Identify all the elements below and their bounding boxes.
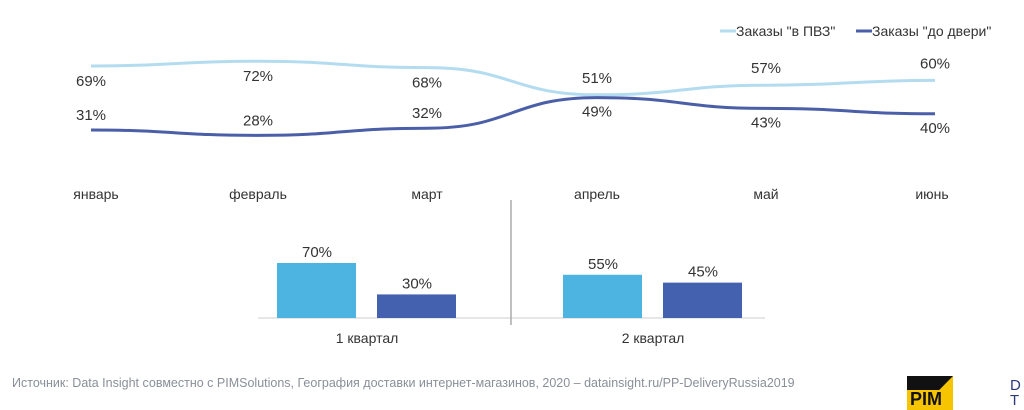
bar-value-label: 30% [402,275,432,292]
bar-category-label: 1 квартал [336,330,399,346]
bar [563,274,642,318]
data-label: 32% [412,105,442,122]
legend-label: Заказы "в ПВЗ" [736,23,835,39]
series-line [90,96,936,137]
source-note: Источник: Data Insight совместно с PIMSo… [12,376,795,390]
bar-value-label: 45% [688,264,718,281]
data-label: 57% [751,60,781,77]
series-line [90,59,936,97]
data-label: 31% [76,107,106,124]
bar-value-label: 70% [302,244,332,261]
pim-logo: PIM [907,376,953,410]
x-tick-label: февраль [229,186,287,202]
x-tick-label: апрель [574,186,620,202]
x-tick-label: май [753,186,778,202]
bar-value-label: 55% [588,256,618,273]
bar [663,282,742,318]
data-label: 40% [920,120,950,137]
data-label: 28% [243,112,273,129]
legend-label: Заказы "до двери" [872,23,991,39]
data-label: 60% [920,55,950,72]
data-label: 43% [751,114,781,131]
bar [377,294,456,318]
x-tick-label: март [411,186,443,202]
data-label: 51% [582,70,612,87]
data-label: 68% [412,75,442,92]
data-label: 49% [582,104,612,121]
chart: Заказы "в ПВЗ" Заказы "до двери" 69% 72% 68%… [73,23,991,346]
data-label: 69% [76,73,106,90]
data-label: 72% [243,68,273,85]
x-tick-label: июнь [915,186,948,202]
bar [277,262,356,318]
bar-category-label: 2 квартал [622,330,685,346]
x-tick-label: январь [73,186,118,202]
